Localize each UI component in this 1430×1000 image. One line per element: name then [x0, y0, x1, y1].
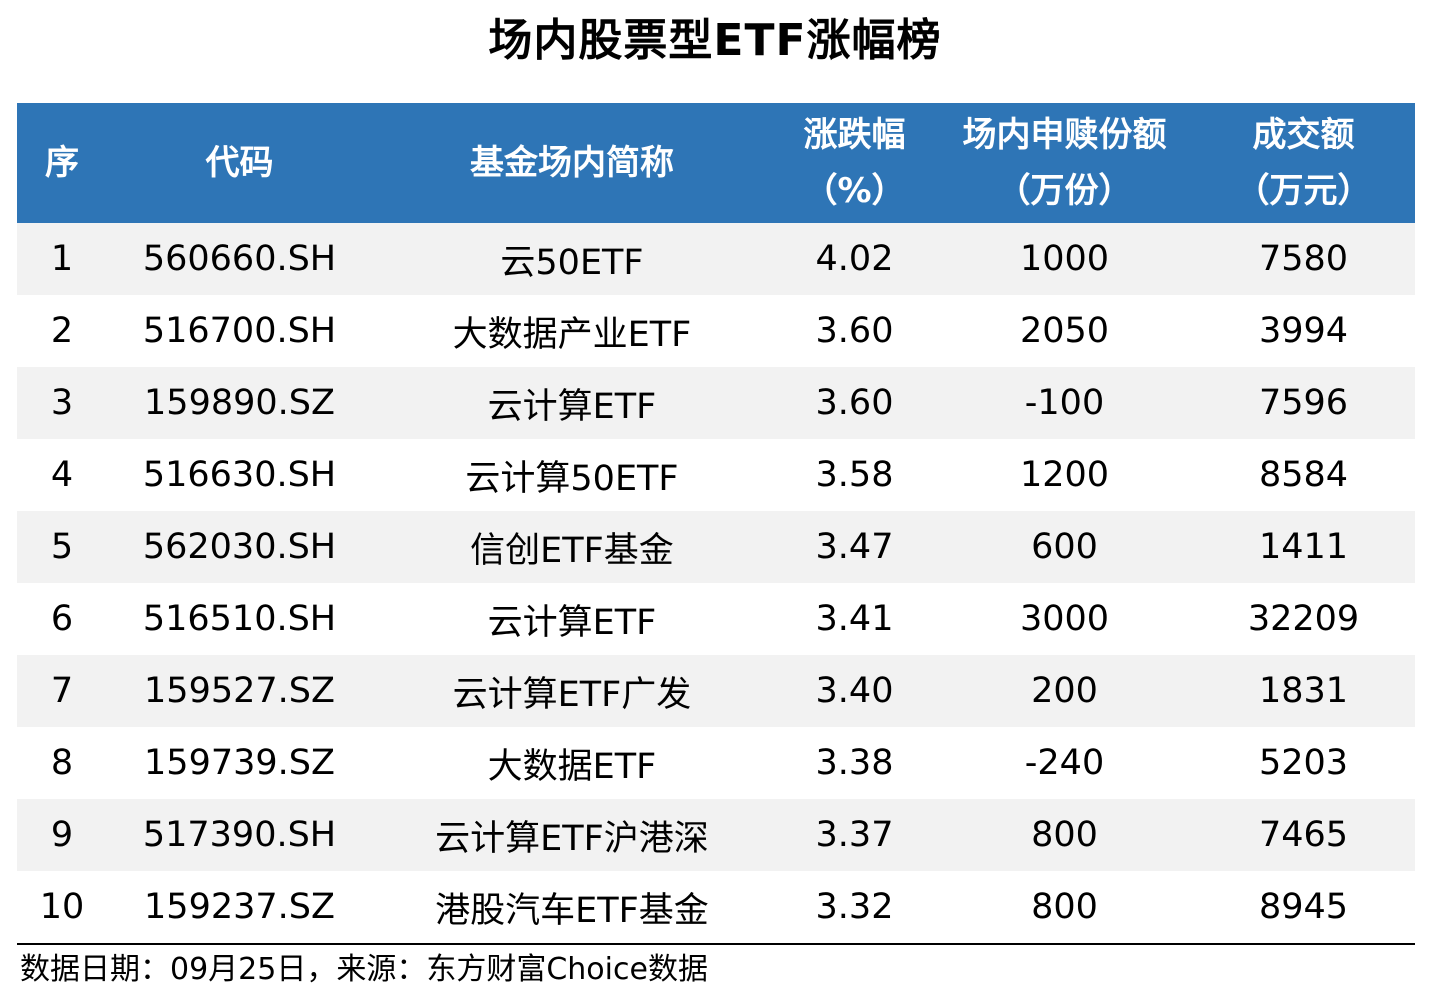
cell-code: 562030.SH — [142, 527, 337, 567]
cell-code: 159739.SZ — [144, 743, 335, 783]
cell-net-units: 800 — [1031, 815, 1098, 855]
cell-code: 516630.SH — [142, 455, 337, 495]
cell-name: 云50ETF — [500, 242, 644, 283]
header-change-unit: （%） — [803, 171, 906, 211]
cell-name: 云计算50ETF — [465, 458, 679, 499]
cell-change: 3.58 — [815, 455, 894, 495]
cell-net-units: -100 — [1024, 383, 1105, 423]
cell-turnover: 8945 — [1258, 887, 1349, 927]
cell-net-units: -240 — [1024, 743, 1105, 783]
header-net-units-unit: （万份） — [996, 171, 1133, 211]
cell-name: 大数据产业ETF — [452, 314, 692, 355]
cell-net-units: 600 — [1031, 527, 1098, 567]
cell-net-units: 1200 — [1019, 455, 1110, 495]
cell-code: 516510.SH — [142, 599, 337, 639]
cell-rank: 2 — [50, 311, 74, 351]
cell-code: 159527.SZ — [144, 671, 335, 711]
cell-change: 3.47 — [815, 527, 894, 567]
cell-name: 云计算ETF — [487, 602, 657, 643]
table-row: 10 159237.SZ 港股汽车ETF基金 3.32 800 8945 — [17, 871, 1415, 943]
cell-turnover: 7465 — [1258, 815, 1349, 855]
table-row: 5 562030.SH 信创ETF基金 3.47 600 1411 — [17, 511, 1415, 583]
cell-name: 云计算ETF广发 — [452, 674, 692, 715]
cell-turnover: 5203 — [1258, 743, 1349, 783]
cell-turnover: 7596 — [1258, 383, 1349, 423]
header-code: 代码 — [107, 103, 372, 223]
cell-turnover: 8584 — [1258, 455, 1349, 495]
cell-change: 3.40 — [815, 671, 894, 711]
cell-turnover: 3994 — [1258, 311, 1349, 351]
header-rank: 序 — [17, 103, 107, 223]
cell-net-units: 800 — [1031, 887, 1098, 927]
etf-ranking-table: 序 代码 基金场内简称 涨跌幅 （%） 场内申赎份额 （万份） 成交额 （万元）… — [17, 103, 1415, 943]
cell-rank: 8 — [50, 743, 74, 783]
cell-change: 4.02 — [815, 239, 894, 279]
header-name: 基金场内简称 — [372, 103, 772, 223]
header-code-label: 代码 — [205, 143, 274, 183]
cell-rank: 10 — [39, 887, 85, 927]
header-change: 涨跌幅 （%） — [772, 103, 937, 223]
cell-change: 3.60 — [815, 311, 894, 351]
table-header-row: 序 代码 基金场内简称 涨跌幅 （%） 场内申赎份额 （万份） 成交额 （万元） — [17, 103, 1415, 223]
table-row: 7 159527.SZ 云计算ETF广发 3.40 200 1831 — [17, 655, 1415, 727]
table-row: 2 516700.SH 大数据产业ETF 3.60 2050 3994 — [17, 295, 1415, 367]
cell-turnover: 32209 — [1247, 599, 1360, 639]
table-row: 9 517390.SH 云计算ETF沪港深 3.37 800 7465 — [17, 799, 1415, 871]
cell-change: 3.32 — [815, 887, 894, 927]
cell-net-units: 3000 — [1019, 599, 1110, 639]
table-row: 8 159739.SZ 大数据ETF 3.38 -240 5203 — [17, 727, 1415, 799]
header-name-label: 基金场内简称 — [470, 143, 674, 183]
cell-rank: 3 — [50, 383, 74, 423]
cell-code: 560660.SH — [142, 239, 337, 279]
table-row: 1 560660.SH 云50ETF 4.02 1000 7580 — [17, 223, 1415, 295]
cell-code: 516700.SH — [142, 311, 337, 351]
cell-rank: 9 — [50, 815, 74, 855]
header-change-label: 涨跌幅 — [803, 115, 906, 155]
cell-net-units: 2050 — [1019, 311, 1110, 351]
cell-change: 3.37 — [815, 815, 894, 855]
cell-rank: 7 — [50, 671, 74, 711]
cell-code: 159237.SZ — [144, 887, 335, 927]
cell-net-units: 1000 — [1019, 239, 1110, 279]
header-turnover: 成交额 （万元） — [1192, 103, 1415, 223]
header-net-units-label: 场内申赎份额 — [962, 115, 1167, 155]
header-net-units: 场内申赎份额 （万份） — [937, 103, 1192, 223]
cell-rank: 1 — [50, 239, 74, 279]
cell-name: 云计算ETF — [487, 386, 657, 427]
page-title: 场内股票型ETF涨幅榜 — [488, 15, 942, 66]
cell-turnover: 1831 — [1258, 671, 1349, 711]
header-rank-label: 序 — [45, 143, 79, 183]
cell-name: 信创ETF基金 — [470, 530, 674, 571]
header-turnover-label: 成交额 — [1252, 115, 1355, 155]
table-row: 3 159890.SZ 云计算ETF 3.60 -100 7596 — [17, 367, 1415, 439]
cell-change: 3.41 — [815, 599, 894, 639]
cell-rank: 6 — [50, 599, 74, 639]
header-turnover-unit: （万元） — [1235, 171, 1372, 211]
cell-rank: 4 — [50, 455, 74, 495]
table-row: 6 516510.SH 云计算ETF 3.41 3000 32209 — [17, 583, 1415, 655]
source-note: 数据日期：09月25日，来源：东方财富Choice数据 — [20, 952, 708, 987]
cell-turnover: 7580 — [1258, 239, 1349, 279]
cell-turnover: 1411 — [1258, 527, 1349, 567]
cell-net-units: 200 — [1031, 671, 1098, 711]
table-row: 4 516630.SH 云计算50ETF 3.58 1200 8584 — [17, 439, 1415, 511]
cell-name: 云计算ETF沪港深 — [435, 818, 709, 859]
cell-name: 港股汽车ETF基金 — [435, 890, 709, 931]
cell-code: 159890.SZ — [144, 383, 335, 423]
cell-name: 大数据ETF — [487, 746, 657, 787]
cell-change: 3.38 — [815, 743, 894, 783]
cell-change: 3.60 — [815, 383, 894, 423]
footer-divider — [17, 943, 1415, 945]
cell-code: 517390.SH — [142, 815, 337, 855]
cell-rank: 5 — [50, 527, 74, 567]
